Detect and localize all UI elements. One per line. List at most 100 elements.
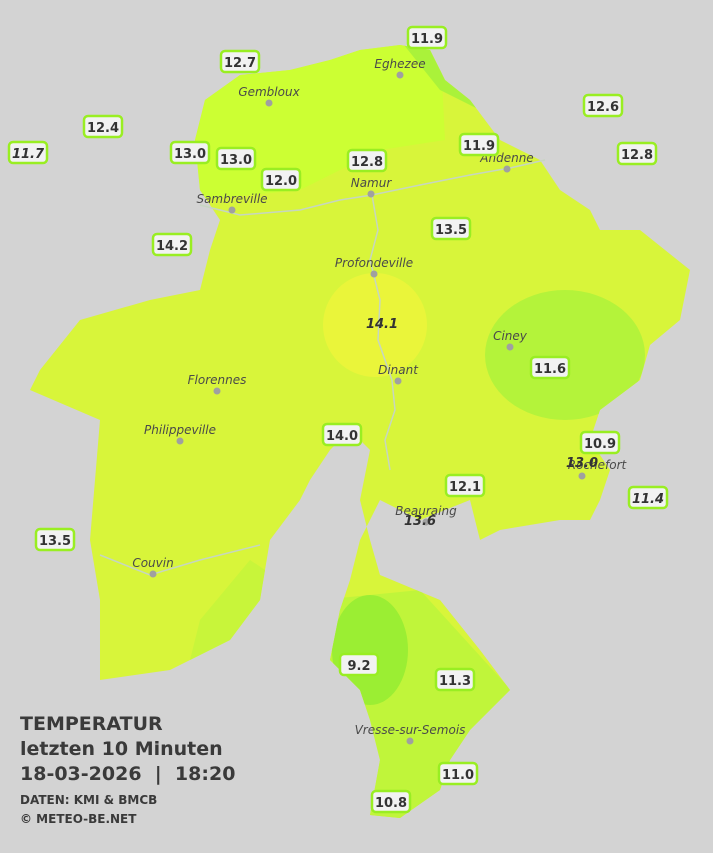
temperature-area (323, 273, 427, 377)
station-reading: 14.2 (156, 239, 188, 254)
city-name: Philippeville (144, 423, 216, 437)
station: 12.1 (444, 473, 486, 498)
station-reading: 12.7 (224, 56, 256, 71)
city-name: Gembloux (238, 85, 300, 99)
station-reading: 13.5 (435, 223, 467, 238)
station: 13.0 (169, 140, 211, 165)
station: 11.0 (437, 761, 479, 786)
station-reading: 11.6 (534, 362, 566, 377)
temperature-area (485, 290, 645, 420)
city-name: Namur (351, 176, 393, 190)
station-reading: 13.0 (220, 153, 252, 168)
station-box (444, 473, 486, 498)
city-dot (228, 206, 236, 214)
station-reading: 13.6 (404, 514, 436, 529)
city-dot (422, 518, 430, 526)
station: 11.6 (529, 355, 571, 380)
city-dot (367, 190, 375, 198)
station-reading: 11.0 (442, 768, 474, 783)
city-dot (213, 387, 221, 395)
city-dot (265, 99, 273, 107)
city-name: Ciney (493, 329, 528, 343)
station: 13.5 (34, 527, 76, 552)
station-box (529, 355, 571, 380)
station-reading: 11.7 (12, 147, 45, 162)
city-name: Beauraing (395, 504, 457, 518)
station: 10.9 (579, 430, 621, 455)
station-box (627, 485, 669, 510)
station: 12.4 (82, 114, 124, 139)
station-box (370, 789, 412, 814)
station: 11.4 (627, 485, 669, 510)
city-dot (176, 437, 184, 445)
station: 11.9 (458, 132, 500, 157)
station-box (215, 146, 257, 171)
station-box (260, 167, 302, 192)
station: 13.0 (215, 146, 257, 171)
city-dot (394, 377, 402, 385)
station-reading: 13.5 (39, 534, 71, 549)
station-reading: 13.0 (174, 147, 206, 162)
caption-period: letzten 10 Minuten (20, 738, 223, 760)
station: 13.0 (566, 456, 598, 471)
station-box (338, 652, 380, 677)
caption-heading: TEMPERATUR (20, 713, 163, 735)
station-box (321, 422, 363, 447)
city-name: Dinant (378, 363, 419, 377)
temperature-area (332, 595, 408, 705)
station: 11.3 (434, 667, 476, 692)
station: 14.1 (366, 317, 398, 332)
station-reading: 9.2 (347, 659, 370, 674)
caption-source: DATEN: KMI & BMCB (20, 793, 157, 807)
station-box (346, 148, 388, 173)
station-box (82, 114, 124, 139)
station-reading: 11.3 (439, 674, 471, 689)
station-box (458, 132, 500, 157)
city-name: Sambreville (196, 192, 267, 206)
station: 10.8 (370, 789, 412, 814)
station-reading: 12.8 (351, 155, 383, 170)
city-name: Florennes (188, 373, 247, 387)
station-reading: 10.8 (375, 796, 407, 811)
city-name: Rochefort (568, 458, 628, 472)
station: 12.6 (582, 93, 624, 118)
city-dot (406, 737, 414, 745)
city-dot (503, 165, 511, 173)
station-reading: 14.1 (366, 317, 398, 332)
station-reading: 11.4 (632, 492, 664, 507)
station-box (219, 49, 261, 74)
station-reading: 12.8 (621, 148, 653, 163)
station: 12.8 (616, 141, 658, 166)
station: 12.0 (260, 167, 302, 192)
station-box (430, 216, 472, 241)
station-reading: 12.0 (265, 174, 297, 189)
station-reading: 13.0 (566, 456, 598, 471)
station: 9.2 (338, 652, 380, 677)
station-box (7, 140, 49, 165)
cities: EghezeeGemblouxAndenneNamurSambrevillePr… (132, 57, 628, 745)
station-box (434, 667, 476, 692)
station-reading: 11.9 (411, 32, 443, 47)
station: 12.7 (219, 49, 261, 74)
station-reading: 11.9 (463, 139, 495, 154)
station: 14.0 (321, 422, 363, 447)
city-dot (396, 71, 404, 79)
river (99, 544, 261, 576)
station-reading: 10.9 (584, 437, 616, 452)
city-name: Couvin (132, 556, 173, 570)
city-name: Vresse-sur-Semois (355, 723, 466, 737)
station-box (616, 141, 658, 166)
city-name: Eghezee (374, 57, 425, 71)
station-reading: 12.4 (87, 121, 119, 136)
city-dot (578, 472, 586, 480)
caption-copyright: © METEO-BE.NET (20, 812, 137, 826)
station-reading: 12.6 (587, 100, 619, 115)
station: 13.5 (430, 216, 472, 241)
caption-timestamp: 18-03-2026 | 18:20 (20, 763, 235, 785)
city-name: Profondeville (335, 256, 413, 270)
city-dot (370, 270, 378, 278)
station-box (151, 232, 193, 257)
stations: 12.7 11.9 12.4 11.7 13.0 13.0 12.0 12.8 11.9 12.6… (7, 25, 669, 814)
station: 11.9 (406, 25, 448, 50)
